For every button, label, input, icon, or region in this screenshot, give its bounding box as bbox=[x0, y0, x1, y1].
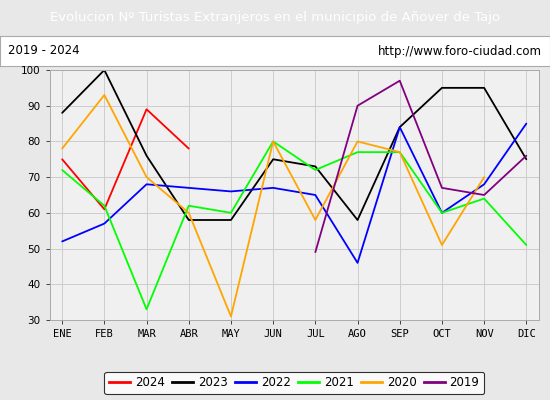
Legend: 2024, 2023, 2022, 2021, 2020, 2019: 2024, 2023, 2022, 2021, 2020, 2019 bbox=[104, 372, 484, 394]
Text: http://www.foro-ciudad.com: http://www.foro-ciudad.com bbox=[378, 44, 542, 58]
Text: 2019 - 2024: 2019 - 2024 bbox=[8, 44, 80, 58]
Text: Evolucion Nº Turistas Extranjeros en el municipio de Añover de Tajo: Evolucion Nº Turistas Extranjeros en el … bbox=[50, 12, 500, 24]
